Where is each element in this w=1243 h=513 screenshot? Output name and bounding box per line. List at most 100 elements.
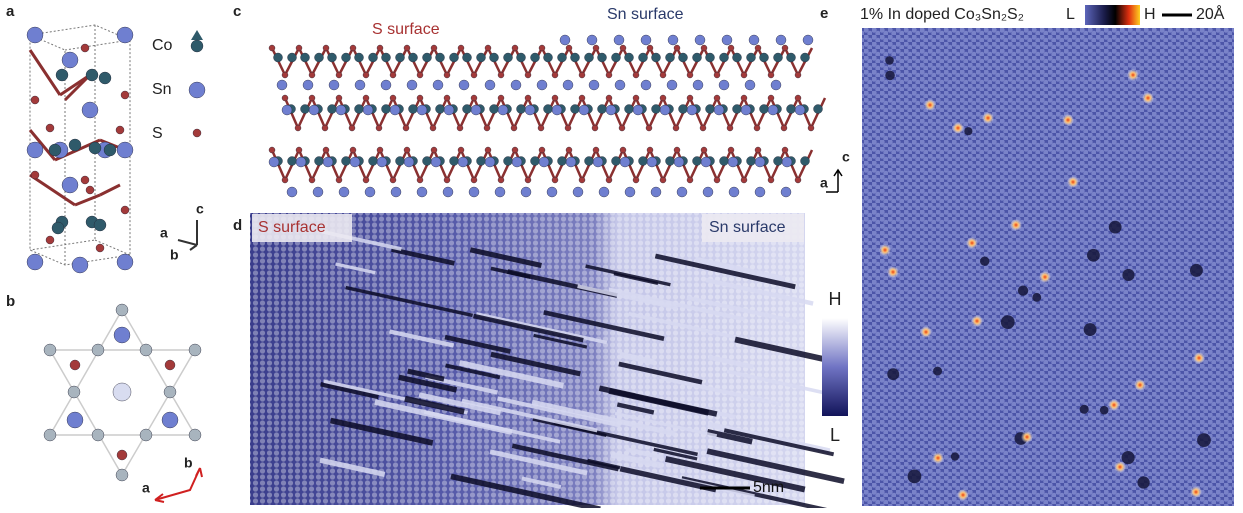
atom <box>26 141 44 159</box>
atom <box>700 44 708 52</box>
atom <box>67 385 81 399</box>
atom <box>456 124 464 132</box>
atom <box>537 124 545 132</box>
atom <box>48 143 62 157</box>
atom <box>543 52 553 63</box>
atom <box>597 52 607 63</box>
atom <box>295 156 307 168</box>
atom <box>322 44 330 52</box>
atom <box>81 101 99 119</box>
atom <box>476 156 486 166</box>
stm-streak <box>469 247 542 268</box>
atom <box>432 79 444 91</box>
atom <box>113 326 131 344</box>
atom <box>624 104 634 114</box>
legend-label: S <box>152 125 163 142</box>
atom <box>402 124 410 132</box>
dark-defect <box>907 469 922 484</box>
dark-defect <box>1083 323 1097 337</box>
stm-streak <box>319 457 386 477</box>
dark-defect <box>1032 292 1042 302</box>
atom <box>91 343 105 357</box>
dark-defect <box>933 366 943 376</box>
stm-streak <box>450 473 601 512</box>
atom <box>287 156 297 166</box>
atom <box>732 52 742 63</box>
atom <box>116 449 128 461</box>
atom <box>676 186 688 198</box>
axes-icon <box>154 467 203 503</box>
atom <box>740 104 752 116</box>
atom <box>376 156 388 168</box>
atom <box>721 34 733 46</box>
atom <box>341 156 351 166</box>
atom <box>462 52 472 63</box>
stm-streak <box>445 363 501 380</box>
dark-defect <box>1122 268 1135 282</box>
atom <box>484 146 492 154</box>
label-box <box>252 214 352 242</box>
atom <box>335 71 343 79</box>
atom <box>430 156 442 168</box>
axis-label: b <box>170 247 179 263</box>
bright-defect <box>1114 461 1126 473</box>
axis-label: c <box>842 149 850 165</box>
atom <box>368 52 378 63</box>
atom <box>551 176 559 184</box>
atom <box>536 79 548 91</box>
atom <box>619 156 631 168</box>
atom <box>26 26 44 44</box>
axes-icon <box>177 220 198 251</box>
atom <box>389 176 397 184</box>
atom <box>61 51 79 69</box>
atom <box>354 104 364 114</box>
stm-streak <box>521 476 562 489</box>
atom <box>800 156 810 166</box>
atom <box>727 44 735 52</box>
atom <box>570 52 580 63</box>
stm-streak <box>398 374 458 393</box>
dark-defect <box>950 452 960 461</box>
atom <box>807 124 815 132</box>
panel-label: b <box>6 293 15 310</box>
axis-label: b <box>184 455 193 471</box>
stm-streak <box>726 369 839 398</box>
atom <box>719 156 729 166</box>
atom <box>449 156 459 166</box>
artwork <box>26 24 1234 513</box>
stm-streak <box>459 360 564 389</box>
atom <box>767 176 775 184</box>
axis-label: a <box>160 225 168 241</box>
atom <box>551 94 559 102</box>
stm-streak <box>619 351 655 365</box>
dark-defect <box>887 368 900 381</box>
surface-label: Sn surface <box>709 219 786 236</box>
atom <box>640 79 652 91</box>
atom <box>510 79 522 91</box>
bright-defect <box>1108 399 1120 411</box>
stm-streak <box>320 382 379 400</box>
atom <box>95 243 105 253</box>
atom <box>300 104 310 114</box>
legend-label: Sn <box>152 81 172 98</box>
scale-label: 5nm <box>753 479 784 496</box>
atom <box>565 146 573 154</box>
atom <box>794 176 802 184</box>
atom <box>103 143 117 157</box>
atom <box>416 71 424 79</box>
atom <box>497 104 509 116</box>
colorbar <box>1085 5 1140 25</box>
atom <box>727 146 735 154</box>
atom <box>686 104 698 116</box>
atom <box>45 123 55 133</box>
stm-streak <box>577 284 678 310</box>
atom <box>578 71 586 79</box>
atom <box>584 52 594 63</box>
label-box <box>702 214 804 242</box>
panel-title: 1% In doped Co₃Sn₂S₂ <box>860 6 1024 23</box>
atom <box>592 156 604 168</box>
atom <box>163 385 177 399</box>
atom <box>702 186 714 198</box>
atom <box>322 146 330 154</box>
stm-streak <box>489 449 588 476</box>
